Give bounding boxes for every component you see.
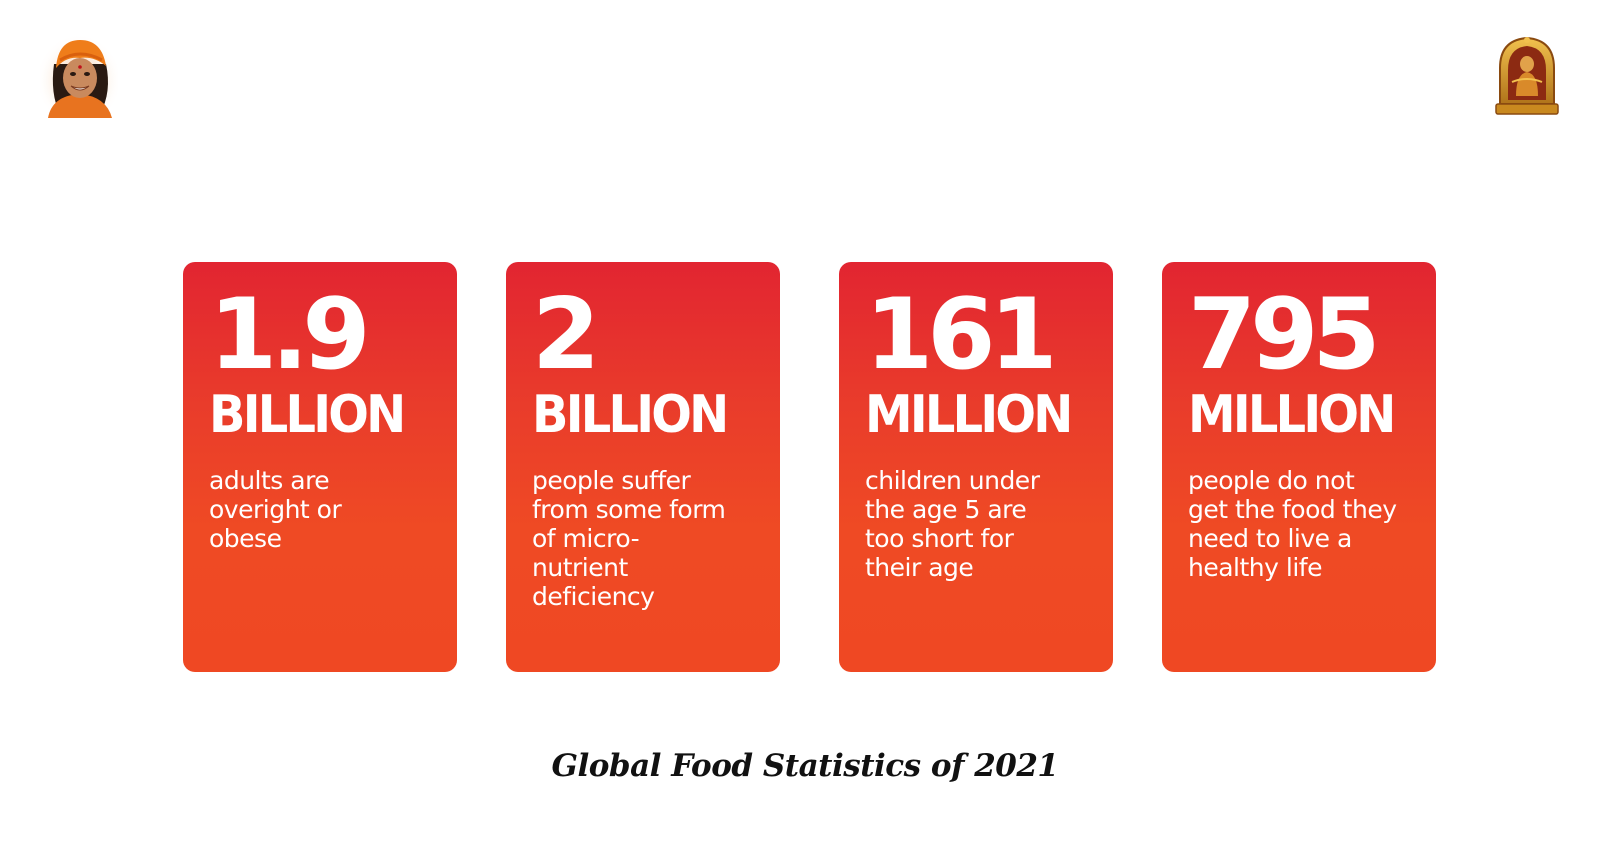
stat-card-food-insecure: 795 MILLION people do not get the food t… <box>1162 262 1436 672</box>
stat-unit: MILLION <box>865 385 1073 445</box>
stat-unit: MILLION <box>1188 385 1396 445</box>
stat-card-adults-obese: 1.9 BILLION adults are overight or obese <box>183 262 457 672</box>
stat-description: children under the age 5 are too short f… <box>865 466 1040 582</box>
deity-shrine-icon <box>1495 36 1559 115</box>
stat-card-children-stunted: 161 MILLION children under the age 5 are… <box>839 262 1113 672</box>
guru-portrait-icon <box>40 34 118 118</box>
slide-caption: Global Food Statistics of 2021 <box>551 748 1059 784</box>
stat-unit: BILLION <box>532 385 729 445</box>
stat-description: adults are overight or obese <box>209 466 342 553</box>
stat-number: 1.9 <box>209 278 371 392</box>
stat-cards: 1.9 BILLION adults are overight or obese… <box>0 262 1610 672</box>
stat-unit: BILLION <box>209 385 406 445</box>
stat-description: people suffer from some form of micro- n… <box>532 466 726 611</box>
stat-number: 2 <box>532 278 600 392</box>
stat-number: 795 <box>1188 278 1381 392</box>
stat-description: people do not get the food they need to … <box>1188 466 1397 582</box>
stat-card-micronutrient-deficiency: 2 BILLION people suffer from some form o… <box>506 262 780 672</box>
stat-number: 161 <box>865 278 1058 392</box>
